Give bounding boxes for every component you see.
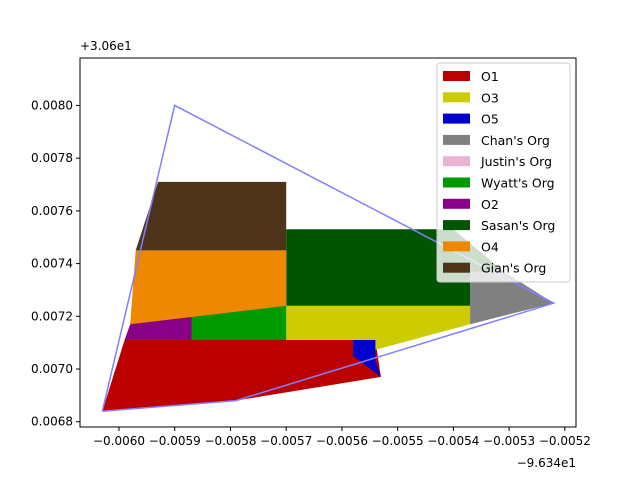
y-axis: 0.0068 0.0070 0.0072 0.0074 0.0076 0.0078 0.00…	[31, 98, 80, 429]
legend-swatch	[443, 220, 470, 231]
area-o1	[102, 340, 381, 412]
x-tick-label: −0.0057	[260, 434, 312, 448]
area-chan-s-org	[470, 271, 554, 325]
x-tick-label: −0.0054	[427, 434, 479, 448]
x-tick-label: −0.0053	[483, 434, 535, 448]
x-tick-label: −0.0058	[204, 434, 256, 448]
legend-label: O1	[481, 69, 499, 84]
legend-swatch	[443, 113, 470, 124]
legend-label: Gian's Org	[481, 261, 546, 276]
legend-label: Chan's Org	[481, 133, 550, 148]
x-axis-offset-label: −9.634e1	[517, 456, 576, 470]
y-tick-label: 0.0068	[31, 415, 73, 429]
x-tick-label: −0.0060	[93, 434, 145, 448]
legend-label: Wyatt's Org	[481, 176, 555, 191]
area-o5	[353, 340, 381, 377]
x-axis: −0.0060 −0.0059 −0.0058 −0.0057 −0.0056 −0.00…	[93, 427, 591, 448]
y-axis-offset-label: +3.06e1	[80, 39, 132, 53]
plot-frame	[79, 57, 577, 428]
legend-label: O2	[481, 197, 499, 212]
y-tick-label: 0.0078	[31, 151, 73, 165]
legend-swatch	[443, 262, 470, 273]
y-tick-label: 0.0076	[31, 204, 73, 218]
area-wyatt-s-org	[191, 305, 287, 340]
legend-label: Justin's Org	[480, 154, 552, 169]
y-tick-label: 0.0074	[31, 257, 73, 271]
legend-swatch	[443, 71, 470, 81]
legend-swatch	[443, 198, 470, 209]
legend-label: O5	[481, 112, 499, 127]
legend-swatch	[443, 156, 470, 167]
legend-label: O4	[481, 239, 499, 254]
y-tick-label: 0.0080	[31, 98, 73, 112]
area-o4	[130, 250, 287, 325]
legend-swatch	[443, 177, 470, 188]
boundary-layer	[101, 104, 556, 412]
area-gian-s-org	[135, 181, 287, 251]
x-tick-label: −0.0059	[149, 434, 201, 448]
x-tick-label: −0.0056	[316, 434, 368, 448]
legend-label: O3	[481, 90, 499, 105]
legend-label: Sasan's Org	[481, 218, 555, 233]
legend-swatch	[443, 134, 470, 145]
legend-swatch	[443, 241, 470, 252]
y-tick-label: 0.0070	[31, 362, 73, 376]
boundary-line	[101, 104, 556, 412]
legend: O1 O3 O5 Chan's Org Justin's Org Wyatt's Org O…	[436, 62, 571, 283]
legend-box	[436, 62, 571, 283]
y-tick-label: 0.0072	[31, 309, 73, 323]
area-o3	[286, 305, 471, 356]
x-tick-label: −0.0052	[539, 434, 591, 448]
legend-swatch	[443, 92, 470, 103]
x-tick-label: −0.0055	[372, 434, 424, 448]
